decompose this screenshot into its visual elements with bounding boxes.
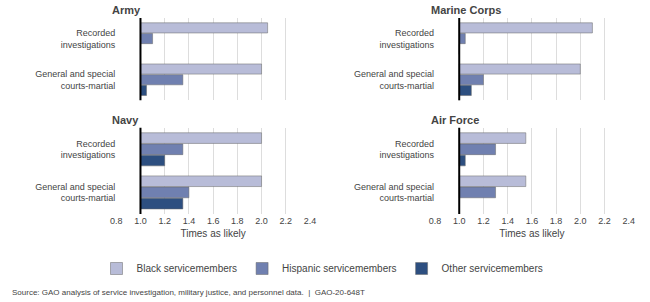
- svg-text:Times as likely: Times as likely: [181, 228, 246, 239]
- svg-text:2.2: 2.2: [598, 216, 611, 226]
- svg-text:Recordedinvestigations: Recordedinvestigations: [379, 139, 434, 161]
- svg-text:2.4: 2.4: [304, 216, 317, 226]
- svg-text:Source: GAO analysis of servic: Source: GAO analysis of service investig…: [12, 288, 365, 297]
- svg-text:Black servicemembers: Black servicemembers: [137, 263, 238, 274]
- svg-text:1.8: 1.8: [231, 216, 244, 226]
- svg-text:1.6: 1.6: [207, 216, 220, 226]
- svg-text:1.0: 1.0: [453, 216, 466, 226]
- svg-text:General and specialcourts-mart: General and specialcourts-martial: [354, 69, 434, 91]
- svg-text:2.0: 2.0: [574, 216, 587, 226]
- svg-text:2.4: 2.4: [622, 216, 635, 226]
- svg-text:1.8: 1.8: [550, 216, 563, 226]
- svg-text:2.0: 2.0: [255, 216, 268, 226]
- svg-text:General and specialcourts-mart: General and specialcourts-martial: [35, 69, 115, 91]
- svg-text:Marine Corps: Marine Corps: [431, 4, 501, 16]
- svg-text:0.8: 0.8: [429, 216, 442, 226]
- svg-text:1.4: 1.4: [501, 216, 514, 226]
- svg-text:General and specialcourts-mart: General and specialcourts-martial: [354, 182, 434, 204]
- svg-text:Recordedinvestigations: Recordedinvestigations: [61, 28, 116, 50]
- svg-text:Navy: Navy: [112, 114, 139, 126]
- svg-text:2.2: 2.2: [280, 216, 293, 226]
- svg-text:Other servicemembers: Other servicemembers: [442, 263, 543, 274]
- svg-text:1.4: 1.4: [183, 216, 196, 226]
- svg-text:General and specialcourts-mart: General and specialcourts-martial: [35, 182, 115, 204]
- svg-text:1.6: 1.6: [526, 216, 539, 226]
- svg-text:1.0: 1.0: [134, 216, 147, 226]
- svg-text:Recordedinvestigations: Recordedinvestigations: [61, 139, 116, 161]
- svg-text:Hispanic servicemembers: Hispanic servicemembers: [282, 263, 396, 274]
- svg-text:Times as likely: Times as likely: [499, 228, 564, 239]
- svg-text:1.2: 1.2: [477, 216, 490, 226]
- svg-text:0.8: 0.8: [110, 216, 123, 226]
- svg-text:Air Force: Air Force: [431, 114, 479, 126]
- svg-text:Army: Army: [112, 4, 141, 16]
- svg-text:Recordedinvestigations: Recordedinvestigations: [379, 28, 434, 50]
- svg-text:1.2: 1.2: [158, 216, 171, 226]
